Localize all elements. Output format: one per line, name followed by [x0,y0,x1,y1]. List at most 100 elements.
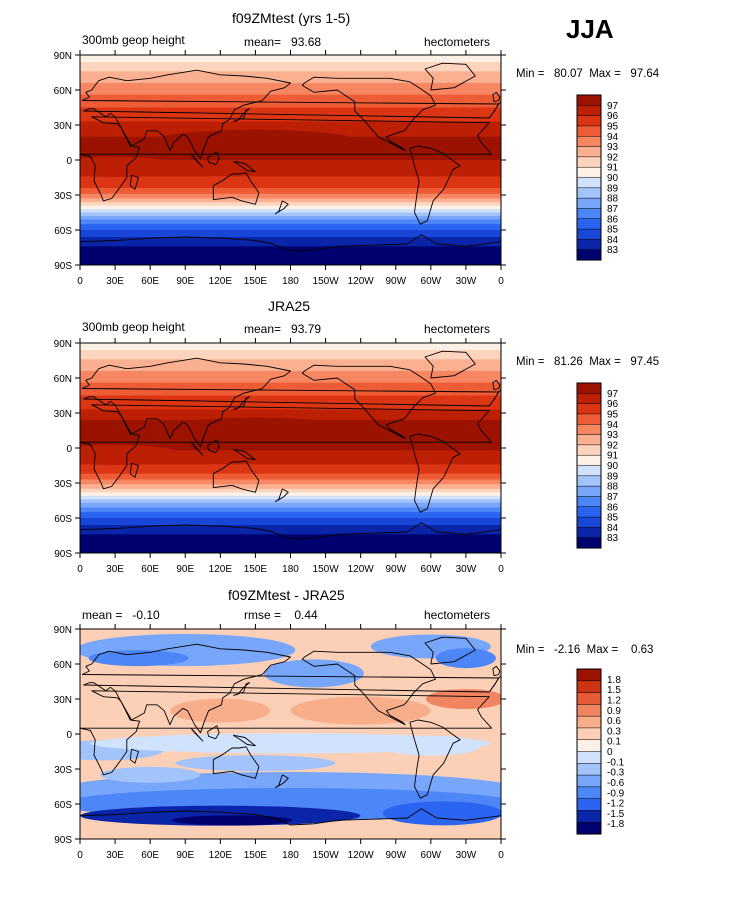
lon-tick-label: 120E [209,850,233,861]
lon-tick-label: 90W [385,850,406,861]
lon-tick-label: 0 [77,276,83,287]
lon-tick-label: 120E [209,564,233,575]
lon-tick-label: 150E [244,276,268,287]
season-label: JJA [566,14,614,44]
lon-tick-label: 150W [313,850,340,861]
lon-tick-label: 90W [385,276,406,287]
panel-2-mean: mean= 93.79 [244,322,322,336]
colorbar-label: 85 [607,225,619,236]
lon-tick-label: 30E [106,564,124,575]
colorbar-label: 86 [607,214,619,225]
colorbar-label: 97 [607,389,619,400]
colorbar-label: 88 [607,482,619,493]
colorbar-label: 87 [607,492,619,503]
colorbar-label: 0.3 [607,726,621,737]
panel-1-variable: 300mb geop height [82,33,185,47]
panel-1-title: f09ZMtest (yrs 1-5) [232,10,351,26]
colorbar-label: 0 [607,747,613,758]
lat-tick-label: 60S [54,800,72,811]
panel-1-mean: mean= 93.68 [244,35,322,49]
lon-tick-label: 120W [348,850,375,861]
lon-tick-label: 90E [176,564,194,575]
lat-tick-label: 90S [54,549,72,560]
lon-tick-label: 30W [456,276,477,287]
colorbar-label: -0.6 [607,778,625,789]
lon-tick-label: 60W [421,564,442,575]
lat-tick-label: 90N [54,51,72,62]
lon-tick-label: 150W [313,564,340,575]
lat-tick-label: 0 [66,730,72,741]
lon-tick-label: 0 [77,850,83,861]
colorbar-label: 83 [607,245,619,256]
colorbar-label: 97 [607,101,619,112]
lat-tick-label: 60S [54,514,72,525]
panel-3-title: f09ZMtest - JRA25 [228,587,345,603]
lat-tick-label: 30S [54,191,72,202]
colorbar-label: 0.6 [607,716,621,727]
colorbar-label: 1.2 [607,695,621,706]
lat-tick-label: 30S [54,765,72,776]
colorbar-label: 92 [607,440,619,451]
panel-1-field [80,55,501,265]
lat-tick-label: 90S [54,261,72,272]
colorbar-label: 1.5 [607,685,621,696]
panel-1-minmax: Min = 80.07 Max = 97.64 [516,68,660,80]
colorbar-label: 83 [607,533,619,544]
lon-tick-label: 120W [348,564,375,575]
colorbar-label: 84 [607,523,619,534]
lon-tick-label: 30W [456,564,477,575]
colorbar-label: 91 [607,451,619,462]
colorbar-label: 90 [607,461,619,472]
lat-tick-label: 0 [66,444,72,455]
colorbar-label: 1.8 [607,675,621,686]
lon-tick-label: 180 [282,564,299,575]
colorbar-label: 96 [607,111,619,122]
lat-tick-label: 0 [66,156,72,167]
lon-tick-label: 90E [176,850,194,861]
panel-2-minmax: Min = 81.26 Max = 97.45 [516,356,660,368]
lat-tick-label: 90N [54,339,72,350]
panel-3-minmax: Min = -2.16 Max = 0.63 [516,644,654,656]
lon-tick-label: 180 [282,850,299,861]
lon-tick-label: 30W [456,850,477,861]
panel-3-map: 90N 60N 30N 0 30S 60S 90S 0 30E 60E 90E 120E 150E 180… [54,624,506,861]
panel-1-units: hectometers [424,35,491,49]
lon-tick-label: 60W [421,276,442,287]
lat-tick-label: 60N [54,660,72,671]
lon-tick-label: 150E [244,850,268,861]
colorbar-label: 84 [607,235,619,246]
colorbar-label: 89 [607,471,619,482]
lon-tick-label: 60E [141,276,159,287]
lon-tick-label: 0 [498,276,504,287]
colorbar-label: 94 [607,420,619,431]
lon-tick-label: 0 [498,850,504,861]
lon-tick-label: 120E [209,276,233,287]
panel-2-map: 90N 60N 30N 0 30S 60S 90S 0 30E 60E 90E 120E 150E 180… [54,338,506,575]
colorbar-label: -0.3 [607,768,625,779]
lon-tick-label: 90W [385,564,406,575]
lat-tick-label: 30S [54,479,72,490]
panel-3-mean: mean = -0.10 [82,608,160,622]
panel-2-units: hectometers [424,322,491,336]
colorbar-label: 95 [607,121,619,132]
colorbar-label: 0.1 [607,737,621,748]
colorbar-label: 94 [607,132,619,143]
colorbar-label: 88 [607,194,619,205]
lat-tick-label: 90S [54,835,72,846]
colorbar-label: 92 [607,152,619,163]
colorbar-label: 90 [607,173,619,184]
lon-tick-label: 90E [176,276,194,287]
lat-tick-label: 30N [54,121,72,132]
colorbar-label: 95 [607,409,619,420]
lat-tick-label: 90N [54,625,72,636]
panel-3-rmse: rmse = 0.44 [244,608,318,622]
colorbar-label: -1.8 [607,819,625,830]
colorbar-label: 86 [607,502,619,513]
colorbar-label: 89 [607,183,619,194]
lon-tick-label: 60W [421,850,442,861]
lon-tick-label: 180 [282,276,299,287]
colorbar-label: 85 [607,513,619,524]
lon-tick-label: 30E [106,276,124,287]
colorbar-label: 87 [607,204,619,215]
